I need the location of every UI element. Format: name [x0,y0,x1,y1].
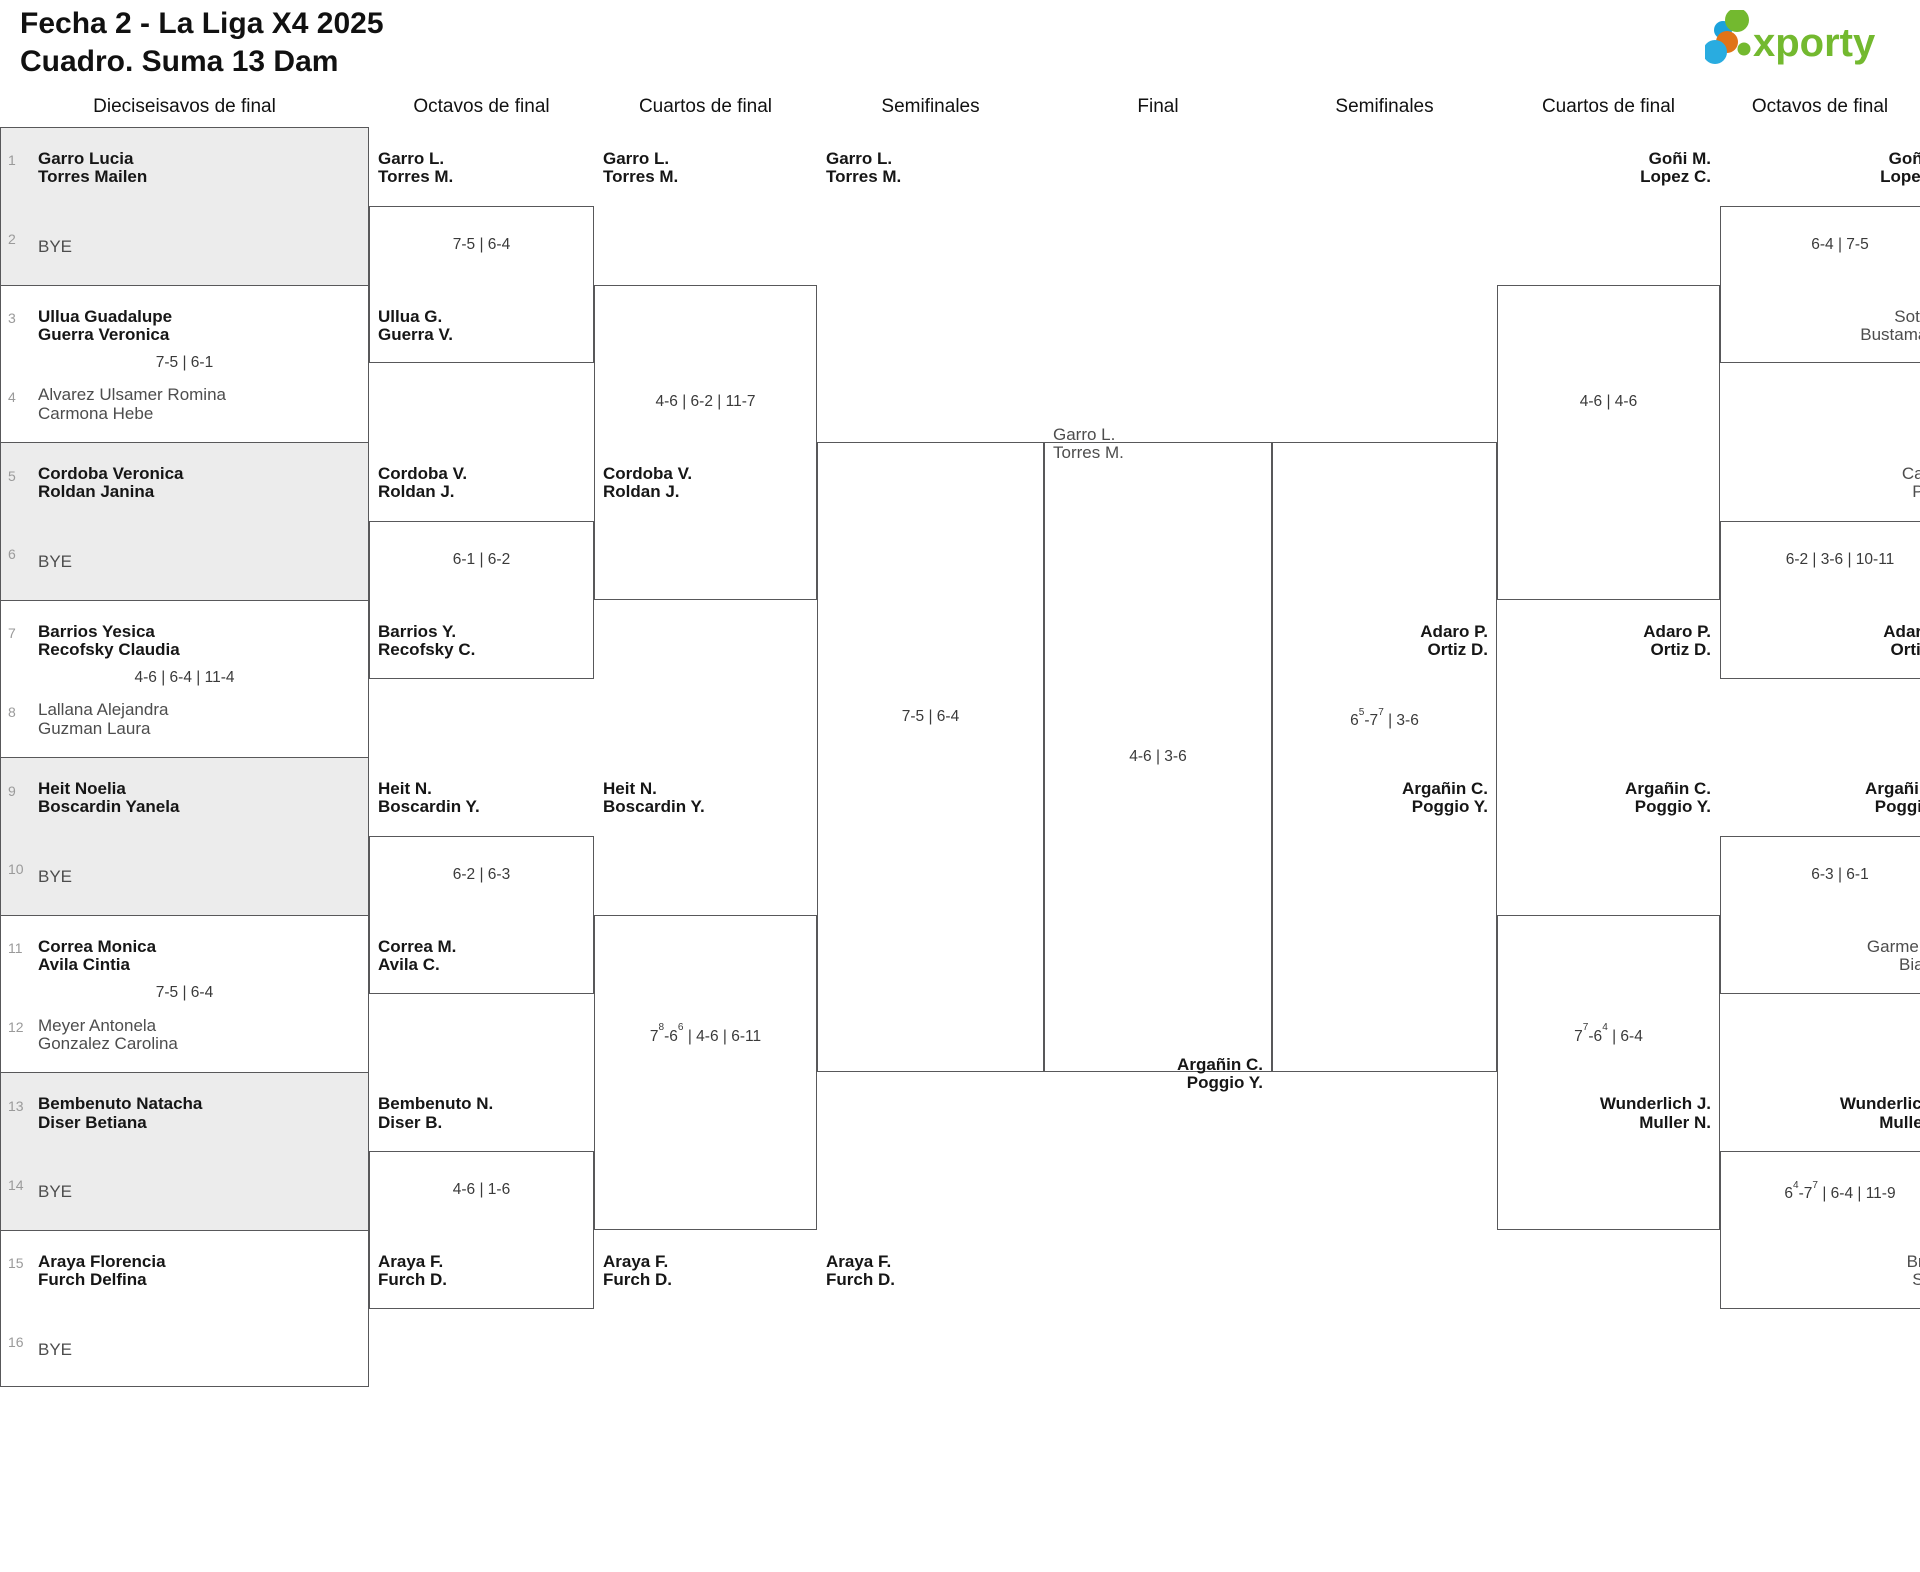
svg-text:xporty: xporty [1753,21,1876,65]
